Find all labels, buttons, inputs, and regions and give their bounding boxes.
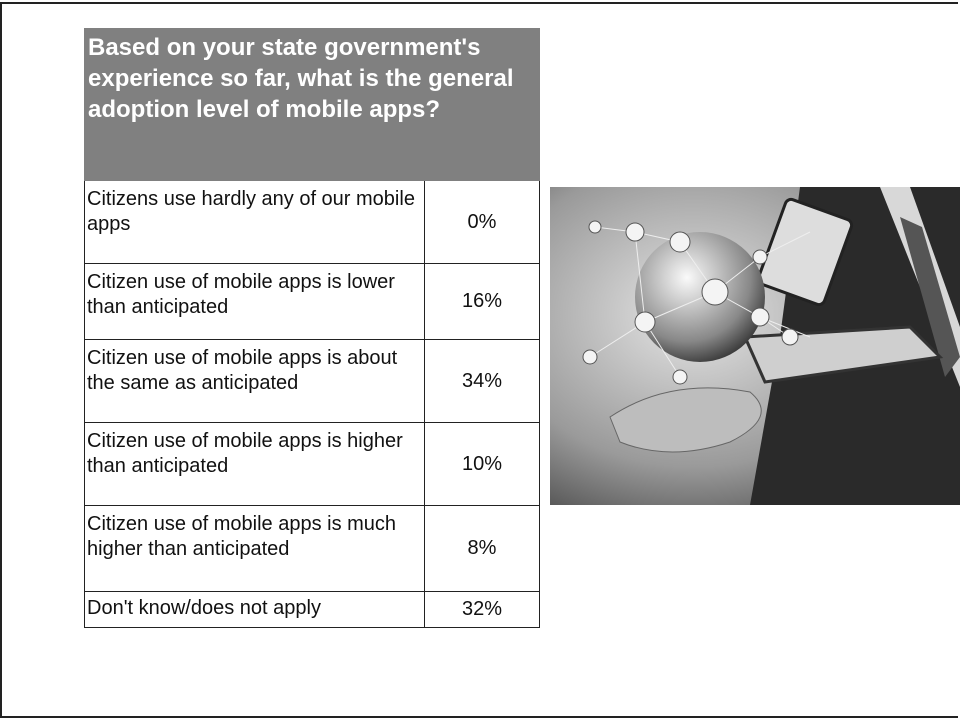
table-row: Citizen use of mobile apps is higher tha…: [84, 423, 540, 506]
row-value: 34%: [461, 369, 503, 392]
row-value: 0%: [467, 210, 497, 233]
row-value: 8%: [467, 537, 497, 559]
table-row: Citizen use of mobile apps is much highe…: [84, 506, 540, 592]
table-row: Citizens use hardly any of our mobile ap…: [84, 181, 540, 264]
illustration: [550, 187, 960, 505]
table-row: Don't know/does not apply 32%: [84, 592, 540, 628]
table: Based on your state government's experie…: [84, 28, 540, 628]
row-label: Citizens use hardly any of our mobile ap…: [85, 181, 425, 263]
row-label: Citizen use of mobile apps is much highe…: [85, 506, 425, 591]
row-label: Citizen use of mobile apps is higher tha…: [85, 423, 425, 505]
row-value: 10%: [461, 452, 503, 475]
row-value: 32%: [461, 598, 503, 620]
table-row: Citizen use of mobile apps is lower than…: [84, 264, 540, 340]
table-header: Based on your state government's experie…: [84, 28, 540, 181]
row-value: 16%: [461, 290, 503, 312]
row-label: Citizen use of mobile apps is lower than…: [85, 264, 425, 339]
table-row: Citizen use of mobile apps is about the …: [84, 340, 540, 423]
row-label: Citizen use of mobile apps is about the …: [85, 340, 425, 422]
row-label: Don't know/does not apply: [85, 592, 425, 627]
